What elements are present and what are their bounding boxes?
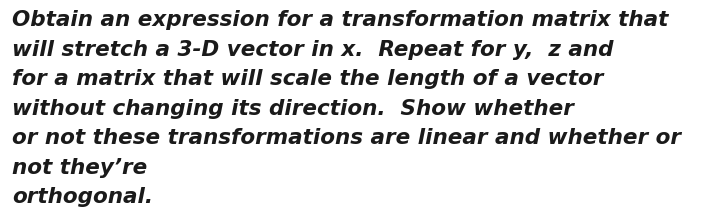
Text: Obtain an expression for a transformation matrix that: Obtain an expression for a transformatio… bbox=[12, 10, 668, 30]
Text: orthogonal.: orthogonal. bbox=[12, 187, 153, 207]
Text: for a matrix that will scale the length of a vector: for a matrix that will scale the length … bbox=[12, 69, 603, 89]
Text: without changing its direction.  Show whether: without changing its direction. Show whe… bbox=[12, 99, 574, 119]
Text: not they’re: not they’re bbox=[12, 157, 148, 177]
Text: or not these transformations are linear and whether or: or not these transformations are linear … bbox=[12, 128, 681, 148]
Text: will stretch a 3-D vector in x.  Repeat for y,  z and: will stretch a 3-D vector in x. Repeat f… bbox=[12, 39, 613, 60]
